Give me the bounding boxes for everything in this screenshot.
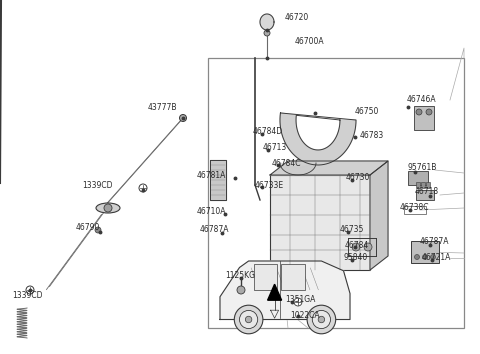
- FancyBboxPatch shape: [414, 106, 434, 130]
- Circle shape: [180, 114, 187, 121]
- Bar: [416, 182, 420, 188]
- Text: 46721A: 46721A: [422, 253, 451, 263]
- Bar: [281, 264, 304, 290]
- Bar: [254, 264, 277, 290]
- Bar: [426, 182, 430, 188]
- Text: 1351GA: 1351GA: [285, 296, 315, 304]
- Text: 46790: 46790: [76, 223, 100, 233]
- Polygon shape: [210, 160, 226, 200]
- Polygon shape: [280, 163, 316, 175]
- Text: 46700A: 46700A: [295, 38, 324, 46]
- Circle shape: [237, 286, 245, 294]
- Polygon shape: [260, 14, 274, 30]
- Ellipse shape: [96, 203, 120, 213]
- Text: 46746A: 46746A: [407, 96, 437, 104]
- Circle shape: [294, 298, 302, 306]
- Circle shape: [415, 255, 420, 259]
- Text: 95840: 95840: [343, 253, 367, 263]
- Text: 46783: 46783: [360, 131, 384, 139]
- Circle shape: [240, 310, 258, 329]
- Circle shape: [312, 310, 331, 329]
- Circle shape: [416, 109, 422, 115]
- Circle shape: [352, 243, 360, 251]
- Polygon shape: [270, 161, 388, 175]
- Text: 95761B: 95761B: [407, 164, 436, 172]
- Bar: [408, 171, 428, 185]
- Text: 46787A: 46787A: [200, 225, 229, 234]
- Polygon shape: [280, 113, 356, 165]
- Text: 1339CD: 1339CD: [12, 291, 43, 299]
- Text: 46713: 46713: [263, 143, 287, 153]
- Text: 46718: 46718: [415, 188, 439, 196]
- Text: 46784D: 46784D: [253, 127, 283, 137]
- Text: 46733E: 46733E: [255, 181, 284, 189]
- Circle shape: [234, 305, 263, 334]
- FancyBboxPatch shape: [270, 175, 370, 270]
- Circle shape: [264, 30, 270, 36]
- Text: 46750: 46750: [355, 108, 379, 116]
- Text: 46738C: 46738C: [400, 202, 430, 211]
- Bar: [411, 241, 439, 263]
- Text: 1125KG: 1125KG: [225, 270, 255, 280]
- Circle shape: [245, 316, 252, 323]
- Bar: [208, 58, 464, 328]
- Circle shape: [426, 109, 432, 115]
- Bar: [421, 182, 425, 188]
- Polygon shape: [220, 261, 350, 320]
- Circle shape: [307, 305, 336, 334]
- Text: 43777B: 43777B: [148, 103, 178, 113]
- Text: 46781A: 46781A: [197, 171, 227, 179]
- Text: 46787A: 46787A: [420, 238, 449, 246]
- Circle shape: [104, 204, 112, 212]
- Text: 46710A: 46710A: [197, 207, 227, 217]
- Text: 46730: 46730: [346, 173, 371, 183]
- Bar: [416, 190, 434, 200]
- Text: 46720: 46720: [285, 13, 309, 23]
- Text: 46735: 46735: [340, 225, 364, 234]
- Circle shape: [422, 255, 428, 259]
- Circle shape: [26, 286, 34, 294]
- Circle shape: [95, 227, 101, 233]
- Polygon shape: [370, 161, 388, 270]
- Polygon shape: [268, 284, 282, 300]
- Circle shape: [139, 184, 147, 192]
- Text: 46784C: 46784C: [272, 159, 301, 167]
- Circle shape: [318, 316, 324, 323]
- Bar: [404, 206, 426, 214]
- Text: 1339CD: 1339CD: [82, 181, 112, 189]
- Circle shape: [431, 255, 435, 259]
- Circle shape: [364, 243, 372, 251]
- Text: 46784: 46784: [345, 240, 369, 250]
- Text: 1022CA: 1022CA: [290, 310, 320, 320]
